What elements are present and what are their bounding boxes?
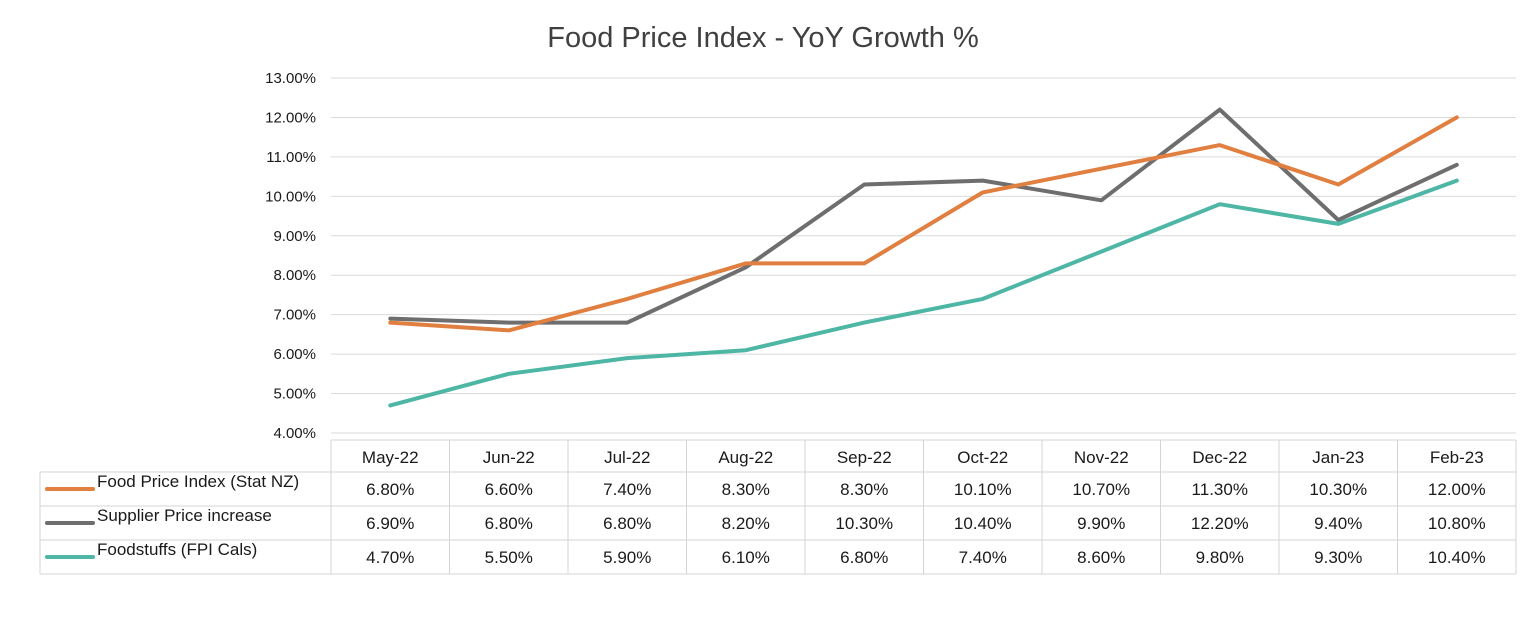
y-tick-label: 9.00% [273, 228, 316, 245]
data-label: 10.70% [1072, 480, 1130, 499]
data-label: 6.80% [840, 548, 888, 567]
data-label: 9.80% [1196, 548, 1244, 567]
data-label: 5.90% [603, 548, 651, 567]
x-tick-label: Sep-22 [837, 448, 892, 467]
data-label: 12.00% [1428, 480, 1486, 499]
data-label: 8.20% [722, 514, 770, 533]
data-label: 8.30% [840, 480, 888, 499]
y-tick-label: 5.00% [273, 386, 316, 403]
y-tick-label: 10.00% [265, 188, 316, 205]
data-label: 8.60% [1077, 548, 1125, 567]
x-tick-label: Dec-22 [1192, 448, 1247, 467]
legend-entry: Supplier Price increase [97, 506, 272, 525]
legend-entry: Food Price Index (Stat NZ) [97, 472, 299, 491]
x-tick-label: Aug-22 [718, 448, 773, 467]
y-tick-label: 8.00% [273, 267, 316, 284]
data-label: 11.30% [1192, 480, 1248, 499]
gridlines [331, 77, 1516, 434]
data-label: 12.20% [1191, 514, 1249, 533]
data-label: 6.80% [485, 514, 533, 533]
data-label: 10.30% [1309, 480, 1367, 499]
y-tick-label: 6.00% [273, 346, 316, 363]
y-axis-ticks: 4.00% 5.00% 6.00% 7.00% 8.00% 9.00% 10.00% 11.0… [265, 70, 316, 442]
data-label: 9.30% [1314, 548, 1362, 567]
y-tick-label: 12.00% [265, 109, 316, 126]
data-label: 10.40% [954, 514, 1012, 533]
x-tick-label: Nov-22 [1074, 448, 1129, 467]
data-label: 6.80% [603, 514, 651, 533]
legend-entry: Foodstuffs (FPI Cals) [97, 540, 257, 559]
x-tick-label: Jan-23 [1312, 448, 1364, 467]
data-label: 6.90% [366, 514, 414, 533]
data-label: 6.10% [722, 548, 770, 567]
x-tick-label: May-22 [362, 448, 419, 467]
x-tick-label: Jun-22 [483, 448, 535, 467]
series-line-3 [388, 178, 1459, 408]
data-label: 4.70% [366, 548, 414, 567]
data-label: 10.80% [1428, 514, 1486, 533]
y-tick-label: 7.00% [273, 307, 316, 324]
x-tick-label: Jul-22 [604, 448, 650, 467]
x-tick-label: Feb-23 [1430, 448, 1484, 467]
data-label: 9.90% [1077, 514, 1125, 533]
data-label: 7.40% [959, 548, 1007, 567]
data-label: 9.40% [1314, 514, 1362, 533]
y-tick-label: 13.00% [265, 70, 316, 87]
data-label: 10.10% [954, 480, 1012, 499]
chart-title: Food Price Index - YoY Growth % [547, 22, 978, 54]
series-lines [388, 107, 1459, 408]
y-tick-label: 4.00% [273, 425, 316, 442]
data-label: 6.60% [485, 480, 533, 499]
data-label: 10.40% [1428, 548, 1486, 567]
data-label: 10.30% [835, 514, 893, 533]
y-tick-label: 11.00% [266, 149, 316, 166]
data-label: 6.80% [366, 480, 414, 499]
data-label: 8.30% [722, 480, 770, 499]
x-tick-label: Oct-22 [957, 448, 1008, 467]
series-line-1 [388, 115, 1459, 333]
data-table: May-22 Jun-22 Jul-22 Aug-22 Sep-22 Oct-22 Nov-… [39, 439, 1517, 575]
data-label: 7.40% [603, 480, 651, 499]
data-label: 5.50% [485, 548, 533, 567]
